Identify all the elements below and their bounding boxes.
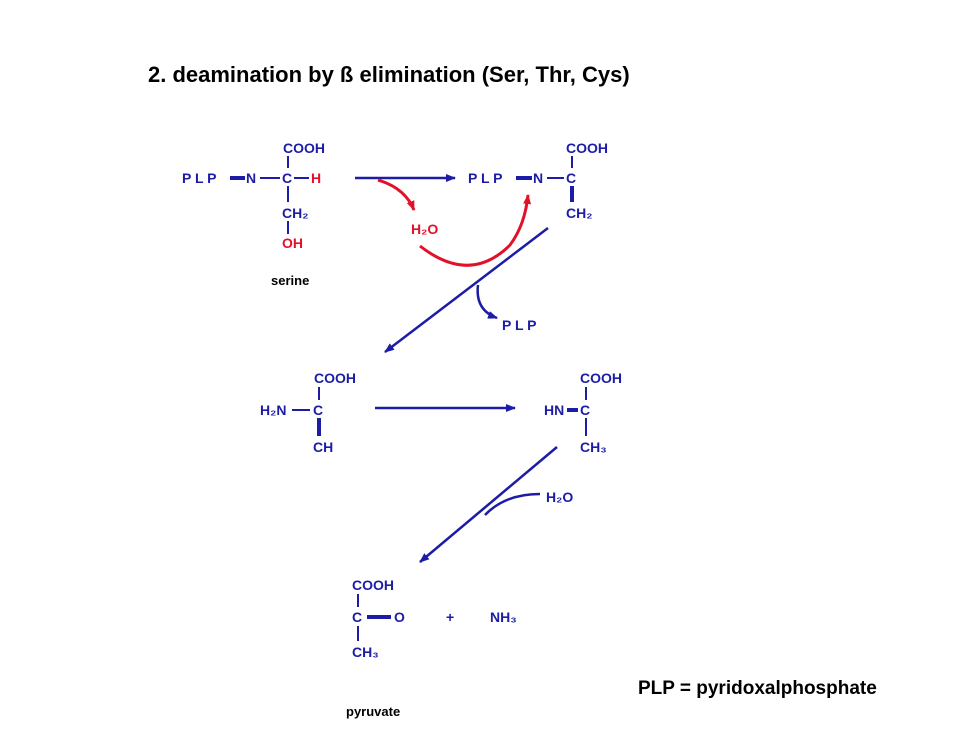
arrow (377, 178, 416, 211)
title: 2. deamination by ß elimination (Ser, Th… (148, 62, 630, 87)
water: H₂O (411, 221, 438, 237)
atom: CH₂ (566, 205, 592, 221)
imine: COOH P L P N C CH₂ (468, 140, 608, 221)
arrow (484, 492, 541, 516)
ammonia: NH₃ (490, 609, 517, 625)
atom: CH₃ (580, 439, 607, 455)
arrow (419, 194, 532, 267)
serine: COOH P L P N C H CH₂ OH serine (182, 140, 325, 288)
aminoacrylate: COOH H₂N C CH (260, 370, 356, 455)
released: P L P (502, 317, 537, 333)
atom: H (311, 170, 321, 186)
atom: CH (313, 439, 333, 455)
atom: C (580, 402, 590, 418)
atom: CH₂ (282, 205, 308, 221)
atom: N (533, 170, 543, 186)
atom: N (246, 170, 256, 186)
atom: C (566, 170, 576, 186)
atom: P L P (468, 170, 503, 186)
atom: C (313, 402, 323, 418)
label: pyruvate (346, 704, 400, 719)
iminopyruvate: COOH HN C CH₃ (544, 370, 622, 455)
water: H₂O (546, 489, 573, 505)
atom: COOH (283, 140, 325, 156)
atom: C (352, 609, 362, 625)
atom: H₂N (260, 402, 286, 418)
atom: COOH (580, 370, 622, 386)
atom: OH (282, 235, 303, 251)
arrow (384, 227, 549, 353)
atom: COOH (314, 370, 356, 386)
atom: HN (544, 402, 564, 418)
legend: PLP = pyridoxalphosphate (638, 678, 877, 699)
atom: CH₃ (352, 644, 379, 660)
atom: C (282, 170, 292, 186)
atom: P L P (182, 170, 217, 186)
arrow (476, 284, 498, 320)
arrow (419, 446, 558, 563)
atom: O (394, 609, 405, 625)
pyruvate: COOH C O CH₃ pyruvate (346, 577, 405, 719)
plus: + (446, 609, 454, 625)
label: serine (271, 273, 309, 288)
atom: COOH (352, 577, 394, 593)
atom: COOH (566, 140, 608, 156)
